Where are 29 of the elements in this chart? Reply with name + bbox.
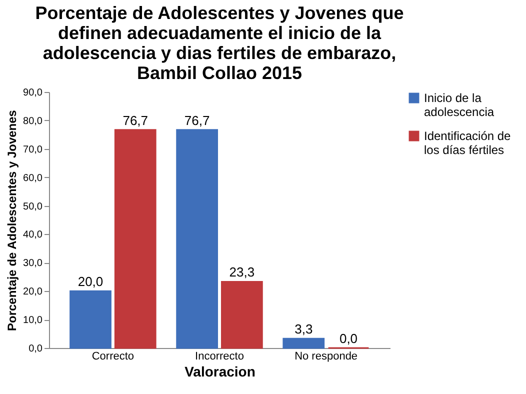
bar [220,280,263,349]
bar [176,129,218,349]
bar [70,290,112,349]
y-tick-label: 40,0 [23,230,43,241]
y-tick-label: 20,0 [23,286,43,298]
y-tick-label: 80,0 [23,116,43,127]
chart-title: Porcentaje de Adolescentes y Jovenes que definen adecuadamente el inicio de la adolescencia y dias fertiles de embarazo, Bambil Collao 2015 [35,3,404,83]
legend-label: Inicio de la adolescencia [424,91,494,119]
data-label: 3,3 [294,322,313,337]
y-tick-label: 50,0 [23,201,43,212]
y-tick-label: 60,0 [23,172,43,184]
bar [114,129,156,349]
data-label: 0,0 [339,331,358,346]
data-label: 76,7 [184,112,210,128]
bar [282,338,325,349]
data-label: 23,3 [229,264,255,280]
x-tick-label: Incorrecto [195,350,244,362]
y-axis-title: Porcentaje de Adolescentes y Jovenes [5,110,20,331]
data-label: 76,7 [122,112,148,128]
x-tick-label: Correcto [92,350,134,362]
y-tick-label: 30,0 [23,258,43,270]
legend-label: Identificación de los días fértiles [424,129,512,157]
x-tick-label: No responde [294,350,358,362]
y-tick-label: 90,0 [23,88,43,98]
y-tick-label: 70,0 [23,144,43,156]
y-tick-label: 0,0 [28,344,43,354]
data-label: 20,0 [78,274,104,290]
x-axis-title: Valoracion [184,364,256,380]
y-tick-label: 10,0 [23,315,43,326]
